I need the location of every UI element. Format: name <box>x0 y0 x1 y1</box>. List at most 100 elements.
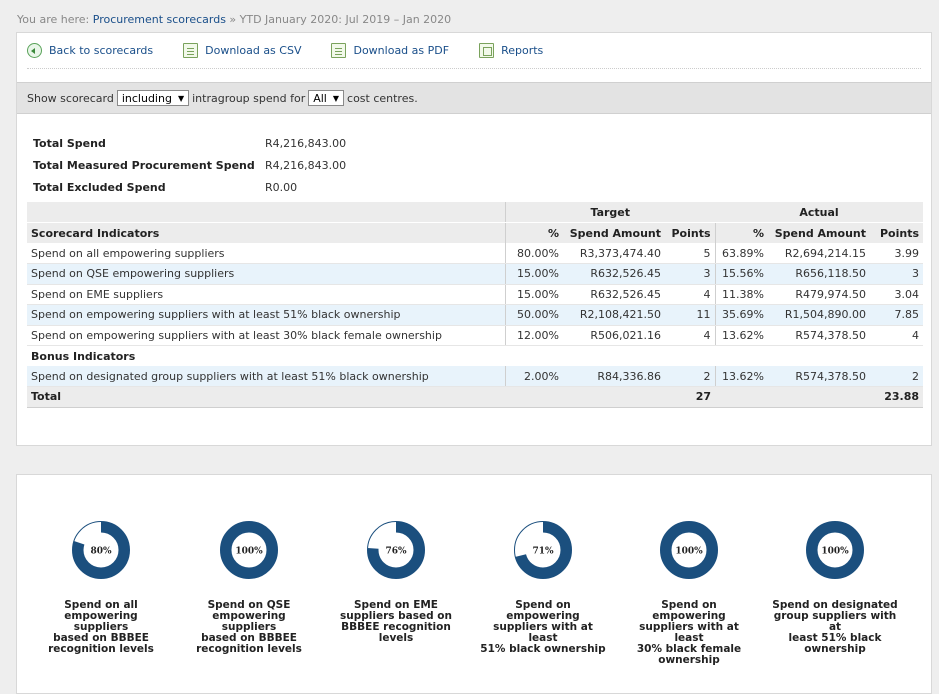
donut-outline <box>220 521 278 579</box>
donut-caption-line: ownership <box>658 654 720 666</box>
table-group-header: Target Actual <box>27 202 923 223</box>
donut-outline <box>514 521 572 579</box>
donut-card: 100% Spend on designated group suppliers w… <box>770 519 900 655</box>
table-row: Spend on QSE empowering suppliers 15.00%… <box>27 263 923 285</box>
donut-value-label: 76% <box>385 547 407 557</box>
donut-caption-line: suppliers based on <box>340 610 452 622</box>
indicator-name: Spend on empowering suppliers with at le… <box>27 304 505 326</box>
col-actual-points: Points <box>870 222 923 243</box>
actual-pct: 15.56% <box>714 263 768 285</box>
actual-pct: 63.89% <box>714 243 768 264</box>
summary-row: Total Spend R4,216,843.00 <box>33 132 931 154</box>
actual-amount: R574,378.50 <box>768 325 870 346</box>
donut-caption-line: BBBEE recognition <box>341 621 451 633</box>
summary-value: R0.00 <box>265 180 298 194</box>
target-amount: R632,526.45 <box>563 284 665 305</box>
donut-caption-line: least 51% black <box>788 632 882 644</box>
breadcrumb-prefix: You are here: <box>17 13 90 26</box>
summary-label: Total Spend <box>33 136 106 150</box>
donut-outline <box>660 521 718 579</box>
donut-caption: Spend on all empowering suppliers based on… <box>36 600 166 655</box>
donut-caption-line: Spend on EME <box>354 599 438 611</box>
reports-icon <box>479 43 495 58</box>
donut-card: 100% Spend on empowering suppliers with at… <box>624 519 754 666</box>
reports-button[interactable]: Reports <box>479 43 543 58</box>
donut-caption: Spend on empowering suppliers with at lea… <box>624 600 754 666</box>
target-pct: 2.00% <box>504 366 563 387</box>
col-indicators: Scorecard Indicators <box>27 222 505 243</box>
filter-text-cost-centres: cost centres. <box>347 91 418 105</box>
table-row: Spend on empowering suppliers with at le… <box>27 304 923 326</box>
breadcrumb: You are here: Procurement scorecards » Y… <box>17 13 451 26</box>
back-to-scorecards-label: Back to scorecards <box>49 44 154 57</box>
donut-caption-line: Spend on QSE <box>207 599 291 611</box>
donut-arc <box>660 521 718 579</box>
donut-caption-line: recognition levels <box>196 643 302 655</box>
bonus-section-header: Bonus Indicators <box>27 346 923 367</box>
target-amount: R632,526.45 <box>563 263 665 285</box>
donut-chart: 80% <box>72 521 130 579</box>
indicator-name: Spend on EME suppliers <box>27 284 505 305</box>
col-target-points: Points <box>665 222 715 243</box>
donut-arc <box>367 521 425 579</box>
table-row: Spend on EME suppliers 15.00% R632,526.4… <box>27 284 923 305</box>
summary-label: Total Excluded Spend <box>33 180 166 194</box>
target-pct: 15.00% <box>504 284 563 305</box>
donut-caption-line: based on BBBEE <box>201 632 297 644</box>
actual-pct: 13.62% <box>714 325 768 346</box>
donut-caption-line: levels <box>378 632 414 644</box>
donut-charts-panel: 80% Spend on all empowering suppliers based… <box>16 474 932 694</box>
intragroup-select[interactable]: including ▼ <box>116 90 190 106</box>
pdf-file-icon <box>331 43 347 58</box>
donut-value-label: 80% <box>90 547 112 557</box>
filter-text-intragroup: intragroup spend for <box>192 91 306 105</box>
spend-summary: Total Spend R4,216,843.00 Total Measured… <box>17 114 931 198</box>
target-pct: 12.00% <box>504 325 563 346</box>
filter-bar: Show scorecard including ▼ intragroup sp… <box>17 82 931 114</box>
total-row: Total 27 23.88 <box>27 386 923 408</box>
table-row: Spend on designated group suppliers with… <box>27 366 923 387</box>
actual-pct: 35.69% <box>714 304 768 326</box>
donut-caption-line: Spend on designated <box>772 599 898 611</box>
dropdown-arrow-icon: ▼ <box>332 93 340 103</box>
col-target-amount: Spend Amount <box>563 222 665 243</box>
target-points: 5 <box>665 243 715 264</box>
donut-outline <box>72 521 130 579</box>
donut-caption-line: recognition levels <box>48 643 154 655</box>
donut-chart: 100% <box>220 521 278 579</box>
cost-centre-select[interactable]: All ▼ <box>308 90 345 106</box>
download-csv-button[interactable]: Download as CSV <box>183 43 301 58</box>
table-row: Spend on empowering suppliers with at le… <box>27 325 923 346</box>
summary-value: R4,216,843.00 <box>265 136 347 150</box>
donut-chart: 71% <box>514 521 572 579</box>
target-group-header: Target <box>504 202 715 223</box>
bonus-indicators-label: Bonus Indicators <box>31 349 136 363</box>
indicator-name: Spend on QSE empowering suppliers <box>27 263 505 285</box>
col-actual-pct: % <box>714 222 768 243</box>
target-pct: 80.00% <box>504 243 563 264</box>
actual-points: 2 <box>870 366 923 387</box>
actual-group-header: Actual <box>715 202 923 223</box>
download-csv-label: Download as CSV <box>205 44 302 57</box>
csv-file-icon <box>183 43 199 58</box>
donut-caption: Spend on empowering suppliers with at lea… <box>478 600 608 655</box>
download-pdf-button[interactable]: Download as PDF <box>331 43 449 58</box>
back-to-scorecards-button[interactable]: Back to scorecards <box>27 43 153 58</box>
donut-value-label: 100% <box>235 547 263 557</box>
table-column-header: Scorecard Indicators % Spend Amount Poin… <box>27 222 923 243</box>
donut-outline <box>806 521 864 579</box>
donut-value-label: 71% <box>532 547 554 557</box>
donut-caption: Spend on EME suppliers based on BBBEE reco… <box>331 600 461 644</box>
donut-value-label: 100% <box>821 547 849 557</box>
table-row: Spend on all empowering suppliers 80.00%… <box>27 243 923 264</box>
donut-caption-line: empowering suppliers <box>64 610 138 633</box>
target-points: 4 <box>665 325 715 346</box>
reports-label: Reports <box>501 44 544 57</box>
cost-centre-select-value: All <box>313 91 327 105</box>
target-amount: R2,108,421.50 <box>563 304 665 326</box>
breadcrumb-link-procurement-scorecards[interactable]: Procurement scorecards <box>92 13 226 26</box>
donut-caption-line: group suppliers with at <box>773 610 897 633</box>
download-pdf-label: Download as PDF <box>353 44 450 57</box>
target-amount: R3,373,474.40 <box>563 243 665 264</box>
scorecard-panel: Back to scorecards Download as CSV Downl… <box>16 32 932 446</box>
